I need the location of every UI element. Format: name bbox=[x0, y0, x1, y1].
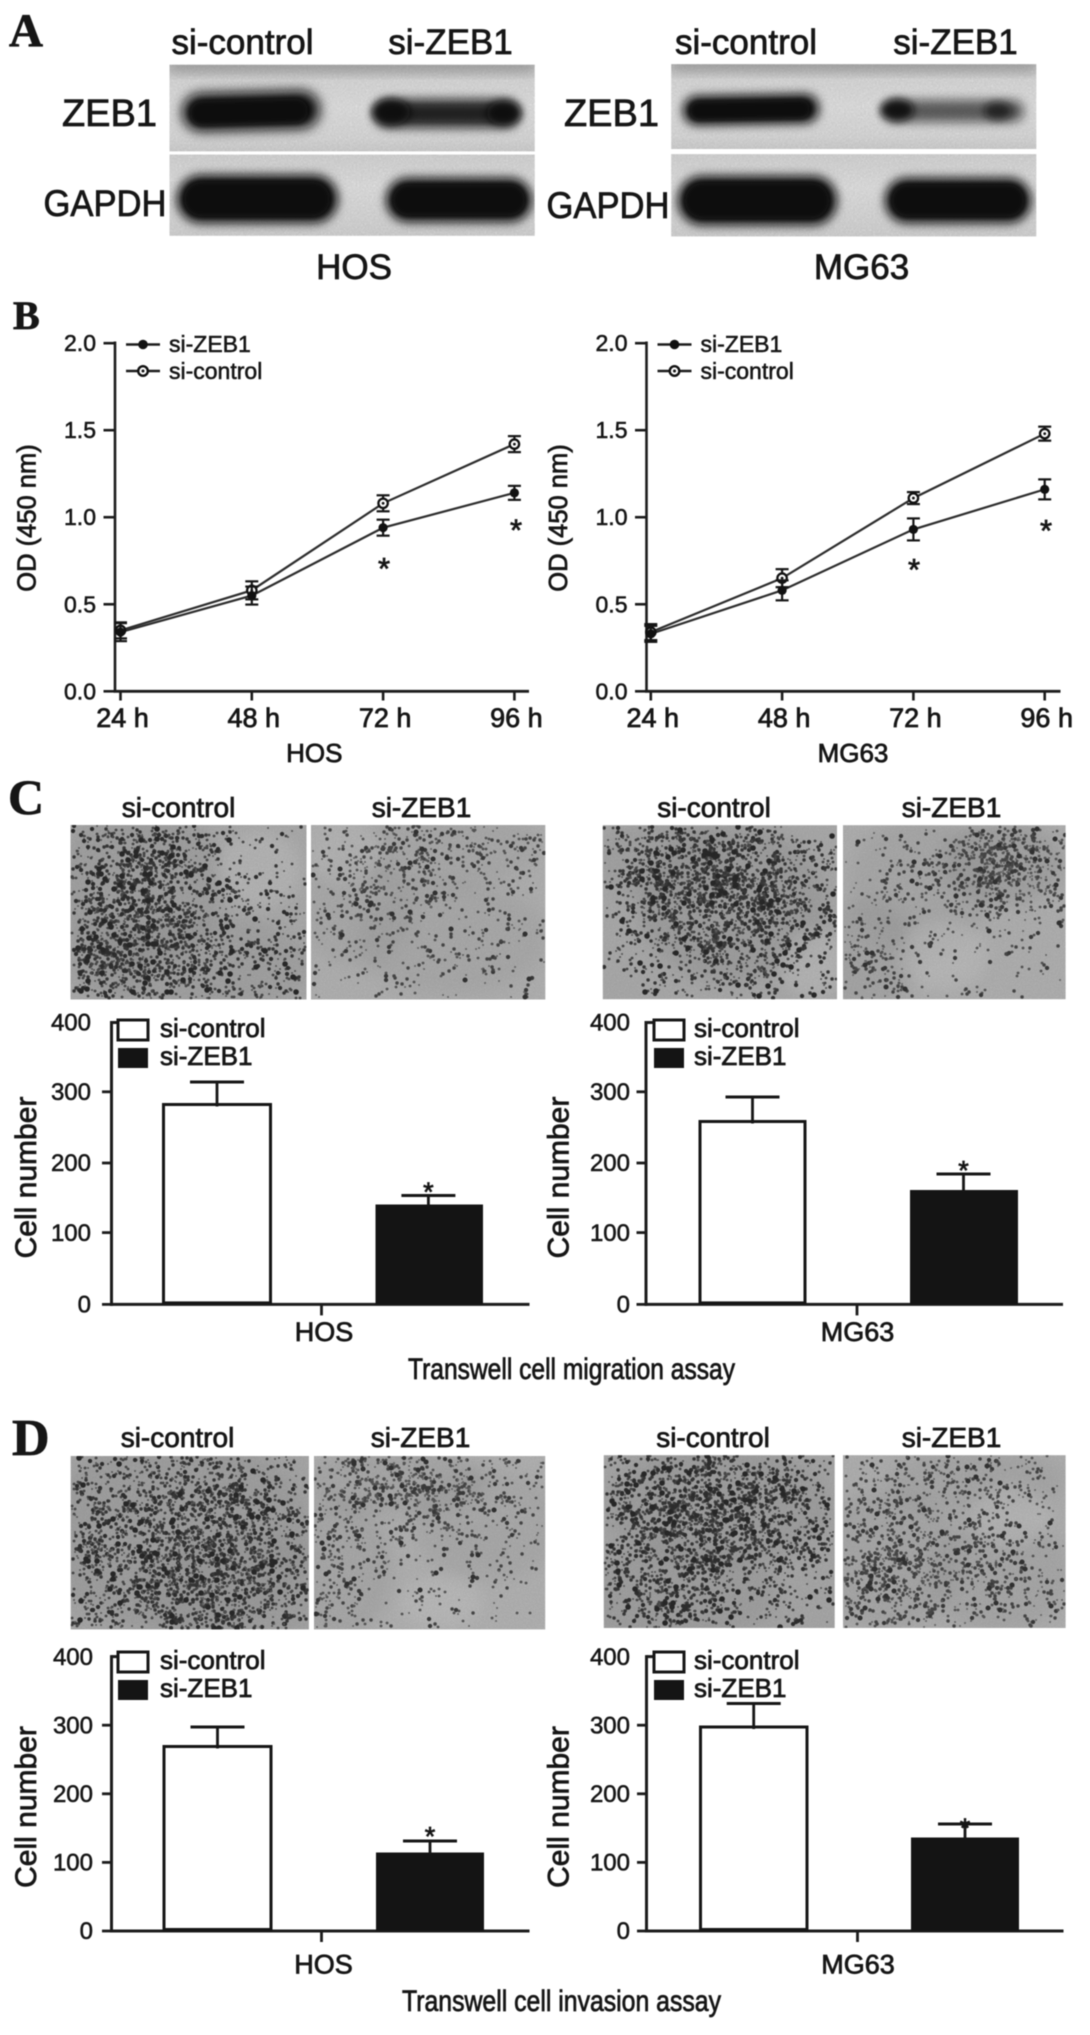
svg-text:72 h: 72 h bbox=[889, 703, 942, 733]
svg-text:si-ZEB1: si-ZEB1 bbox=[372, 792, 472, 823]
svg-text:si-ZEB1: si-ZEB1 bbox=[893, 23, 1017, 62]
svg-text:si-ZEB1: si-ZEB1 bbox=[694, 1041, 786, 1071]
svg-text:*: * bbox=[423, 1177, 434, 1207]
svg-text:si-ZEB1: si-ZEB1 bbox=[160, 1673, 252, 1703]
svg-text:0.0: 0.0 bbox=[596, 678, 628, 704]
svg-text:Transwell cell migration assay: Transwell cell migration assay bbox=[408, 1353, 735, 1386]
svg-text:24 h: 24 h bbox=[96, 703, 149, 733]
svg-text:100: 100 bbox=[51, 1220, 91, 1247]
svg-text:400: 400 bbox=[590, 1644, 630, 1671]
svg-text:*: * bbox=[960, 1813, 971, 1843]
svg-text:Cell number: Cell number bbox=[543, 1097, 576, 1259]
svg-text:300: 300 bbox=[51, 1079, 91, 1106]
svg-text:si-ZEB1: si-ZEB1 bbox=[902, 792, 1002, 823]
svg-text:si-ZEB1: si-ZEB1 bbox=[160, 1041, 252, 1071]
svg-text:Cell number: Cell number bbox=[10, 1097, 43, 1259]
svg-text:1.0: 1.0 bbox=[596, 504, 628, 530]
svg-text:si-ZEB1: si-ZEB1 bbox=[694, 1673, 786, 1703]
svg-text:0: 0 bbox=[78, 1292, 91, 1319]
svg-text:48 h: 48 h bbox=[758, 703, 811, 733]
svg-text:0: 0 bbox=[617, 1292, 630, 1319]
svg-text:C: C bbox=[8, 769, 44, 825]
svg-text:si-control: si-control bbox=[172, 23, 314, 62]
svg-text:HOS: HOS bbox=[316, 248, 392, 287]
svg-text:96 h: 96 h bbox=[490, 703, 543, 733]
svg-text:OD (450 nm): OD (450 nm) bbox=[14, 444, 42, 591]
svg-text:200: 200 bbox=[51, 1150, 91, 1177]
svg-text:96 h: 96 h bbox=[1020, 703, 1073, 733]
svg-text:si-control: si-control bbox=[160, 1013, 265, 1043]
svg-text:72 h: 72 h bbox=[359, 703, 412, 733]
svg-text:*: * bbox=[1040, 513, 1052, 548]
svg-text:si-ZEB1: si-ZEB1 bbox=[371, 1422, 471, 1453]
svg-text:si-control: si-control bbox=[694, 1645, 799, 1675]
svg-text:2.0: 2.0 bbox=[596, 330, 628, 356]
svg-text:1.5: 1.5 bbox=[596, 417, 628, 443]
svg-text:300: 300 bbox=[590, 1712, 630, 1739]
svg-text:200: 200 bbox=[53, 1781, 93, 1808]
svg-text:*: * bbox=[958, 1156, 969, 1186]
svg-text:si-control: si-control bbox=[169, 358, 262, 384]
svg-text:MG63: MG63 bbox=[821, 1950, 895, 1980]
svg-text:si-ZEB1: si-ZEB1 bbox=[902, 1422, 1002, 1453]
svg-text:D: D bbox=[12, 1410, 50, 1467]
svg-text:Cell number: Cell number bbox=[10, 1726, 43, 1888]
svg-text:ZEB1: ZEB1 bbox=[564, 93, 659, 135]
svg-text:si-control: si-control bbox=[122, 792, 236, 823]
svg-text:GAPDH: GAPDH bbox=[44, 183, 167, 224]
svg-text:MG63: MG63 bbox=[818, 738, 889, 768]
svg-text:si-control: si-control bbox=[656, 1422, 770, 1453]
svg-text:0: 0 bbox=[617, 1918, 630, 1945]
svg-text:100: 100 bbox=[53, 1850, 93, 1877]
svg-text:200: 200 bbox=[590, 1150, 630, 1177]
svg-text:*: * bbox=[425, 1822, 436, 1852]
svg-text:1.5: 1.5 bbox=[64, 417, 96, 443]
svg-text:24 h: 24 h bbox=[627, 703, 680, 733]
svg-text:*: * bbox=[378, 551, 390, 586]
svg-text:A: A bbox=[9, 5, 43, 57]
svg-text:*: * bbox=[510, 513, 522, 548]
svg-text:100: 100 bbox=[590, 1220, 630, 1247]
svg-text:0.5: 0.5 bbox=[64, 591, 96, 617]
svg-text:si-ZEB1: si-ZEB1 bbox=[169, 331, 251, 357]
svg-text:0.0: 0.0 bbox=[64, 678, 96, 704]
svg-text:si-control: si-control bbox=[701, 358, 794, 384]
svg-text:GAPDH: GAPDH bbox=[547, 185, 670, 226]
svg-text:400: 400 bbox=[53, 1644, 93, 1671]
svg-text:si-control: si-control bbox=[160, 1645, 265, 1675]
svg-text:48 h: 48 h bbox=[228, 703, 281, 733]
svg-text:MG63: MG63 bbox=[821, 1317, 895, 1347]
svg-text:300: 300 bbox=[590, 1079, 630, 1106]
svg-text:0: 0 bbox=[80, 1918, 93, 1945]
svg-text:si-ZEB1: si-ZEB1 bbox=[701, 331, 783, 357]
svg-text:300: 300 bbox=[53, 1712, 93, 1739]
svg-text:400: 400 bbox=[590, 1010, 630, 1037]
svg-text:OD (450 nm): OD (450 nm) bbox=[545, 444, 573, 591]
svg-text:200: 200 bbox=[590, 1781, 630, 1808]
svg-text:HOS: HOS bbox=[286, 738, 342, 768]
svg-text:si-control: si-control bbox=[675, 23, 817, 62]
svg-text:ZEB1: ZEB1 bbox=[62, 93, 157, 135]
svg-text:si-control: si-control bbox=[121, 1422, 235, 1453]
svg-text:0.5: 0.5 bbox=[596, 591, 628, 617]
svg-text:MG63: MG63 bbox=[814, 248, 909, 287]
svg-text:1.0: 1.0 bbox=[64, 504, 96, 530]
svg-text:B: B bbox=[13, 293, 40, 338]
svg-text:Transwell cell invasion assay: Transwell cell invasion assay bbox=[402, 1985, 721, 2018]
svg-text:HOS: HOS bbox=[295, 1317, 354, 1347]
svg-text:si-ZEB1: si-ZEB1 bbox=[388, 23, 512, 62]
svg-text:100: 100 bbox=[590, 1850, 630, 1877]
svg-text:*: * bbox=[908, 552, 920, 587]
svg-text:si-control: si-control bbox=[657, 792, 771, 823]
svg-text:HOS: HOS bbox=[294, 1950, 353, 1980]
svg-text:si-control: si-control bbox=[694, 1013, 799, 1043]
svg-text:400: 400 bbox=[51, 1010, 91, 1037]
svg-text:2.0: 2.0 bbox=[64, 330, 96, 356]
svg-text:Cell number: Cell number bbox=[543, 1726, 576, 1888]
